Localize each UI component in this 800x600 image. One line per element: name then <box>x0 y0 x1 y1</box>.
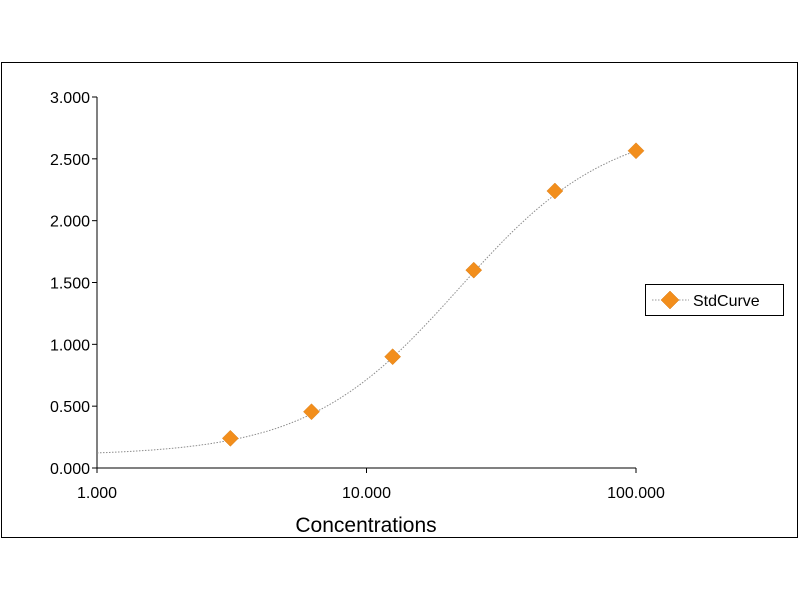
fit-curve-line <box>96 150 637 454</box>
y-tick-label: 2.500 <box>50 152 90 169</box>
y-tick-label: 2.000 <box>50 214 90 231</box>
y-tick-label: 0.000 <box>50 461 90 478</box>
data-point <box>465 261 483 279</box>
y-tick-label: 1.000 <box>50 337 90 354</box>
x-tick-label: 10.000 <box>342 485 391 502</box>
x-tick-label: 100.000 <box>607 485 665 502</box>
legend: StdCurve <box>645 284 784 316</box>
data-points <box>222 142 645 447</box>
y-tick-label: 1.500 <box>50 276 90 293</box>
data-point <box>384 348 401 366</box>
x-tick-label: 1.000 <box>77 485 117 502</box>
x-axis: 1.000 10.000 100.000 <box>77 467 665 502</box>
data-point <box>546 182 564 200</box>
y-axis: 0.000 0.500 1.000 1.500 2.000 2.500 3.000 <box>50 90 98 478</box>
data-point <box>222 429 239 447</box>
legend-marker-diamond-icon <box>660 290 680 310</box>
x-axis-title: Concentrations <box>295 514 436 537</box>
legend-label: StdCurve <box>693 293 760 310</box>
y-tick-label: 0.500 <box>50 399 90 416</box>
y-tick-label: 3.000 <box>50 90 90 107</box>
data-point <box>303 403 320 421</box>
data-point <box>627 142 645 160</box>
fit-curve-layer <box>96 150 637 454</box>
